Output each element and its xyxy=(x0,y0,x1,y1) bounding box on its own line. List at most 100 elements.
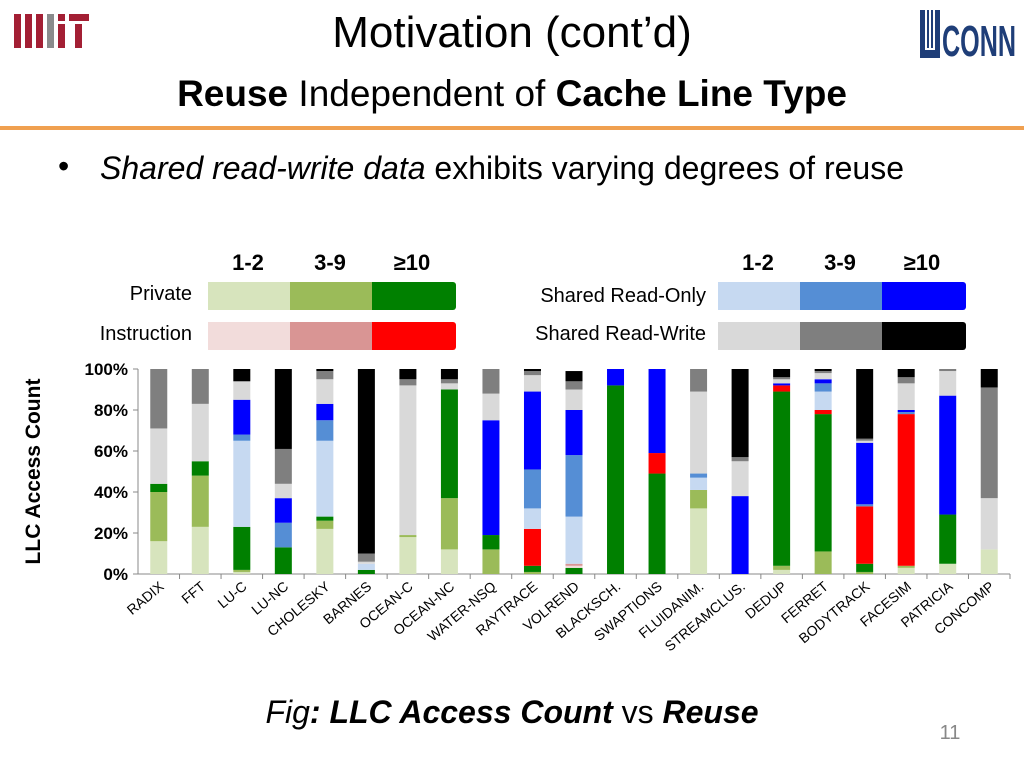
bar-segment-lu-nc-8 xyxy=(274,498,292,523)
bar-segment-cholesky-6 xyxy=(316,440,334,517)
legend-swatch-shared-read-only-2 xyxy=(800,282,882,310)
bar-segment-bodytrack-1 xyxy=(856,571,874,574)
bar-segment-concomp-11 xyxy=(980,369,998,388)
bar-segment-barnes-2 xyxy=(357,569,375,574)
legend-swatch-shared-read-only-3 xyxy=(882,282,966,310)
bar-segment-fluidanim--0 xyxy=(690,508,708,574)
bar-segment-cholesky-0 xyxy=(316,528,334,574)
bar-segment-lu-c-2 xyxy=(233,526,251,570)
caption-vs: vs xyxy=(612,694,663,730)
bar-segment-patricia-10 xyxy=(939,369,957,372)
bar-segment-barnes-6 xyxy=(357,563,375,570)
bar-segment-cholesky-1 xyxy=(316,520,334,529)
legend-label-shared-read-write: Shared Read-Write xyxy=(535,323,706,345)
bar-segment-cholesky-10 xyxy=(316,371,334,380)
bar-segment-raytrace-7 xyxy=(523,469,541,509)
bar-segment-facesim-1 xyxy=(897,565,915,568)
bar-segment-dedup-0 xyxy=(773,569,791,574)
bar-segment-lu-c-7 xyxy=(233,434,251,441)
bar-segment-concomp-0 xyxy=(980,549,998,574)
subtitle-cache-line-type: Cache Line Type xyxy=(555,73,847,114)
y-tick-label: 100% xyxy=(85,360,128,379)
bar-segment-volrend-11 xyxy=(565,371,583,382)
bar-segment-ocean-nc-11 xyxy=(440,369,458,380)
bar-segment-lu-c-8 xyxy=(233,399,251,435)
bar-segment-fft-10 xyxy=(191,369,209,404)
bar-segment-ocean-c-9 xyxy=(399,385,417,536)
slide-title: Motivation (cont’d) xyxy=(332,8,692,57)
bar-segment-cholesky-11 xyxy=(316,369,334,372)
bar-segment-volrend-10 xyxy=(565,381,583,390)
page-number: 11 xyxy=(939,722,961,744)
bar-segment-volrend-8 xyxy=(565,410,583,456)
bar-segment-raytrace-8 xyxy=(523,391,541,470)
llc-access-chart: 0% 20% 40% 60% 80% 100% LLC Access Count RADIX F… xyxy=(22,360,1011,654)
bar-segment-facesim-8 xyxy=(897,410,915,413)
bullet-italic: Shared read-write data xyxy=(100,150,426,186)
bar-segment-ocean-c-10 xyxy=(399,379,417,386)
bar-segment-lu-nc-11 xyxy=(274,369,292,449)
bar-segment-radix-9 xyxy=(150,428,168,484)
legend-label-private: Private xyxy=(129,283,192,305)
bar-segment-ferret-8 xyxy=(814,379,832,384)
bar-segment-fluidanim--9 xyxy=(690,391,708,474)
bar-segment-fluidanim--7 xyxy=(690,473,708,478)
bar-segment-bodytrack-7 xyxy=(856,504,874,507)
slide-subtitle: Reuse Independent of Cache Line Type xyxy=(0,70,1024,118)
bar-segment-ocean-c-1 xyxy=(399,535,417,538)
bar-segment-ocean-c-0 xyxy=(399,537,417,574)
bar-segment-cholesky-7 xyxy=(316,420,334,441)
bar-segment-streamclus--9 xyxy=(731,461,749,497)
bar-segment-facesim-10 xyxy=(897,377,915,384)
bar-segment-ocean-nc-2 xyxy=(440,389,458,499)
legend-right-header-1: 1-2 xyxy=(742,250,774,275)
bar-segment-radix-2 xyxy=(150,483,168,492)
mit-logo xyxy=(14,14,89,48)
bar-segment-lu-nc-7 xyxy=(274,522,292,548)
bar-segment-volrend-4 xyxy=(565,563,583,566)
figure-caption: Fig: LLC Access Count vs Reuse xyxy=(0,690,1024,734)
bar-segment-bodytrack-9 xyxy=(856,440,874,443)
subtitle-middle: Independent of xyxy=(288,73,556,114)
bar-segment-volrend-2 xyxy=(565,567,583,574)
bar-segment-facesim-7 xyxy=(897,412,915,415)
bar-segment-raytrace-11 xyxy=(523,369,541,372)
bar-segment-dedup-2 xyxy=(773,391,791,566)
bar-segment-swaptions-5 xyxy=(648,453,666,474)
bar-segment-fft-0 xyxy=(191,526,209,574)
bar-segment-lu-c-6 xyxy=(233,440,251,527)
bar-segment-dedup-9 xyxy=(773,379,791,384)
bar-segment-patricia-8 xyxy=(939,395,957,515)
bar-segment-cholesky-2 xyxy=(316,516,334,521)
bar-segment-raytrace-9 xyxy=(523,375,541,392)
bar-segment-radix-10 xyxy=(150,369,168,429)
legend-left-header-3: ≥10 xyxy=(393,250,431,275)
bar-segment-bodytrack-8 xyxy=(856,442,874,505)
bar-segment-water-nsq-8 xyxy=(482,420,500,536)
bar-segment-dedup-1 xyxy=(773,565,791,570)
y-tick-label: 0% xyxy=(103,565,128,584)
bullet-dot: • xyxy=(58,148,70,184)
bar-segment-water-nsq-1 xyxy=(482,549,500,574)
bar-segment-ferret-6 xyxy=(814,391,832,410)
bar-segment-fluidanim--10 xyxy=(690,369,708,392)
legend-swatch-shared-read-write-3 xyxy=(882,322,966,350)
legend-right-header-3: ≥10 xyxy=(903,250,941,275)
bar-segment-lu-nc-9 xyxy=(274,483,292,499)
bar-segment-raytrace-5 xyxy=(523,528,541,566)
subtitle-reuse: Reuse xyxy=(177,73,289,114)
bar-segment-bodytrack-5 xyxy=(856,506,874,564)
bar-segment-dedup-11 xyxy=(773,369,791,378)
bar-segment-lu-c-9 xyxy=(233,381,251,400)
legend-right-header-2: 3-9 xyxy=(824,250,856,275)
caption-fig: Fig xyxy=(265,694,310,730)
bar-segment-streamclus--8 xyxy=(731,496,749,574)
svg-text:CONN: CONN xyxy=(942,17,1016,64)
bar-segment-patricia-2 xyxy=(939,514,957,564)
bullet-text: Shared read-write data exhibits varying … xyxy=(100,146,980,190)
uconn-logo: CONN xyxy=(920,10,1016,64)
bar-segment-swaptions-2 xyxy=(648,473,666,574)
bar-segment-barnes-9 xyxy=(357,561,375,564)
legend-swatch-shared-read-write-1 xyxy=(718,322,800,350)
bar-segment-raytrace-2 xyxy=(523,565,541,572)
